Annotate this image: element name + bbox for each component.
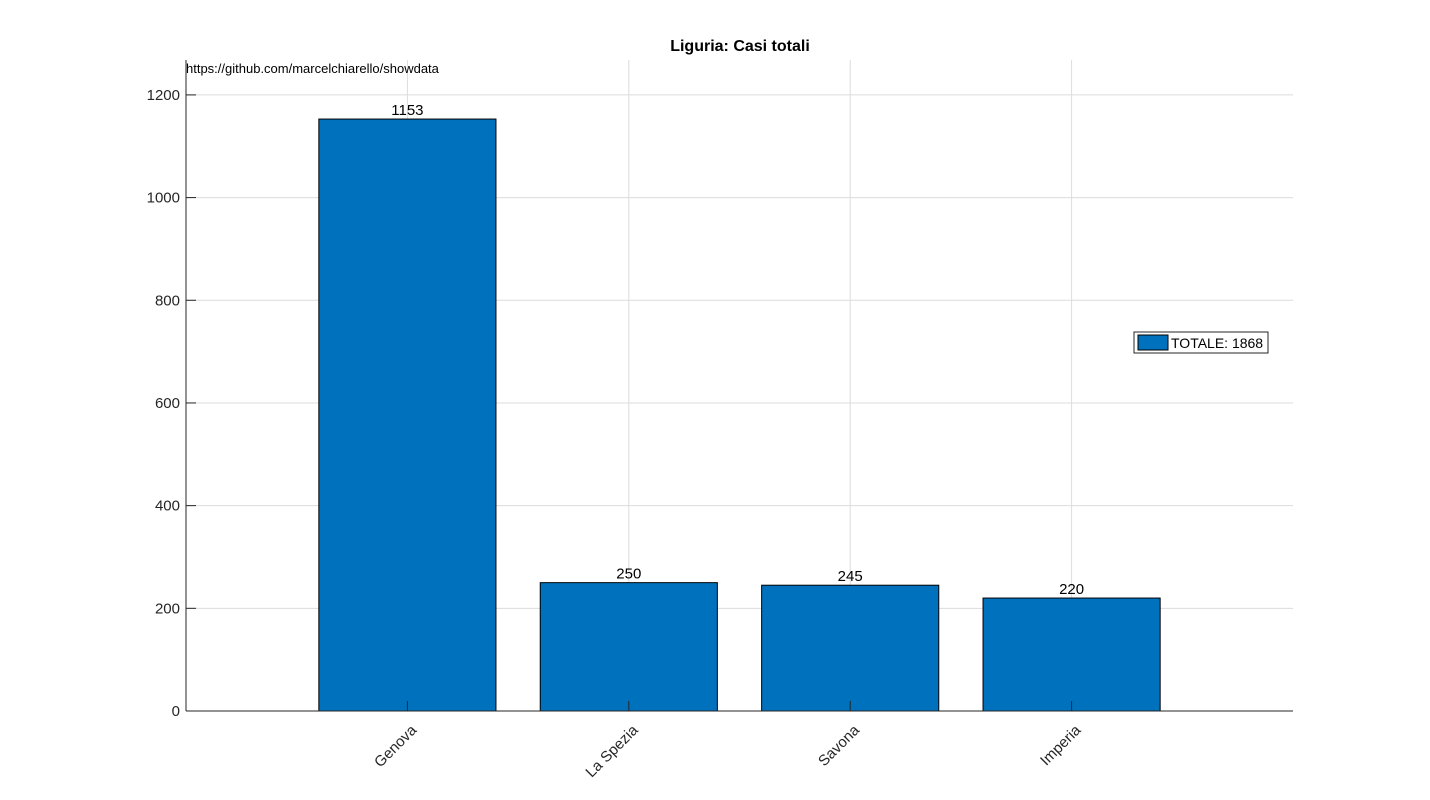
y-tick-label: 0 <box>172 703 180 720</box>
x-tick-label: La Spezia <box>582 721 642 781</box>
bar-value-label: 250 <box>616 566 641 583</box>
bar-value-label: 220 <box>1059 581 1084 598</box>
legend-swatch <box>1137 334 1169 351</box>
bar-imperia <box>982 597 1161 712</box>
legend: TOTALE: 1868 <box>1133 331 1269 354</box>
y-tick-label: 800 <box>155 292 180 309</box>
y-tick-label: 600 <box>155 395 180 412</box>
bar-value-label: 1153 <box>391 102 423 119</box>
y-tick-label: 1200 <box>147 87 180 104</box>
x-tick-label: Savona <box>815 721 863 769</box>
x-tick-label: Genova <box>371 721 421 771</box>
bars <box>318 118 1161 712</box>
bar-la-spezia <box>539 582 718 712</box>
y-tick-label: 400 <box>155 498 180 515</box>
bar-value-label: 245 <box>838 568 863 585</box>
chart-title: Liguria: Casi totali <box>670 38 810 55</box>
legend-label: TOTALE: 1868 <box>1171 335 1263 351</box>
x-tick-label: Imperia <box>1037 721 1085 769</box>
bar-savona <box>761 584 940 712</box>
bar-genova <box>318 118 497 712</box>
y-tick-label: 200 <box>155 600 180 617</box>
y-tick-label: 1000 <box>147 190 180 207</box>
data-labels: 1153 250 245 220 <box>391 102 1084 598</box>
source-annotation: https://github.com/marcelchiarello/showd… <box>186 61 440 76</box>
